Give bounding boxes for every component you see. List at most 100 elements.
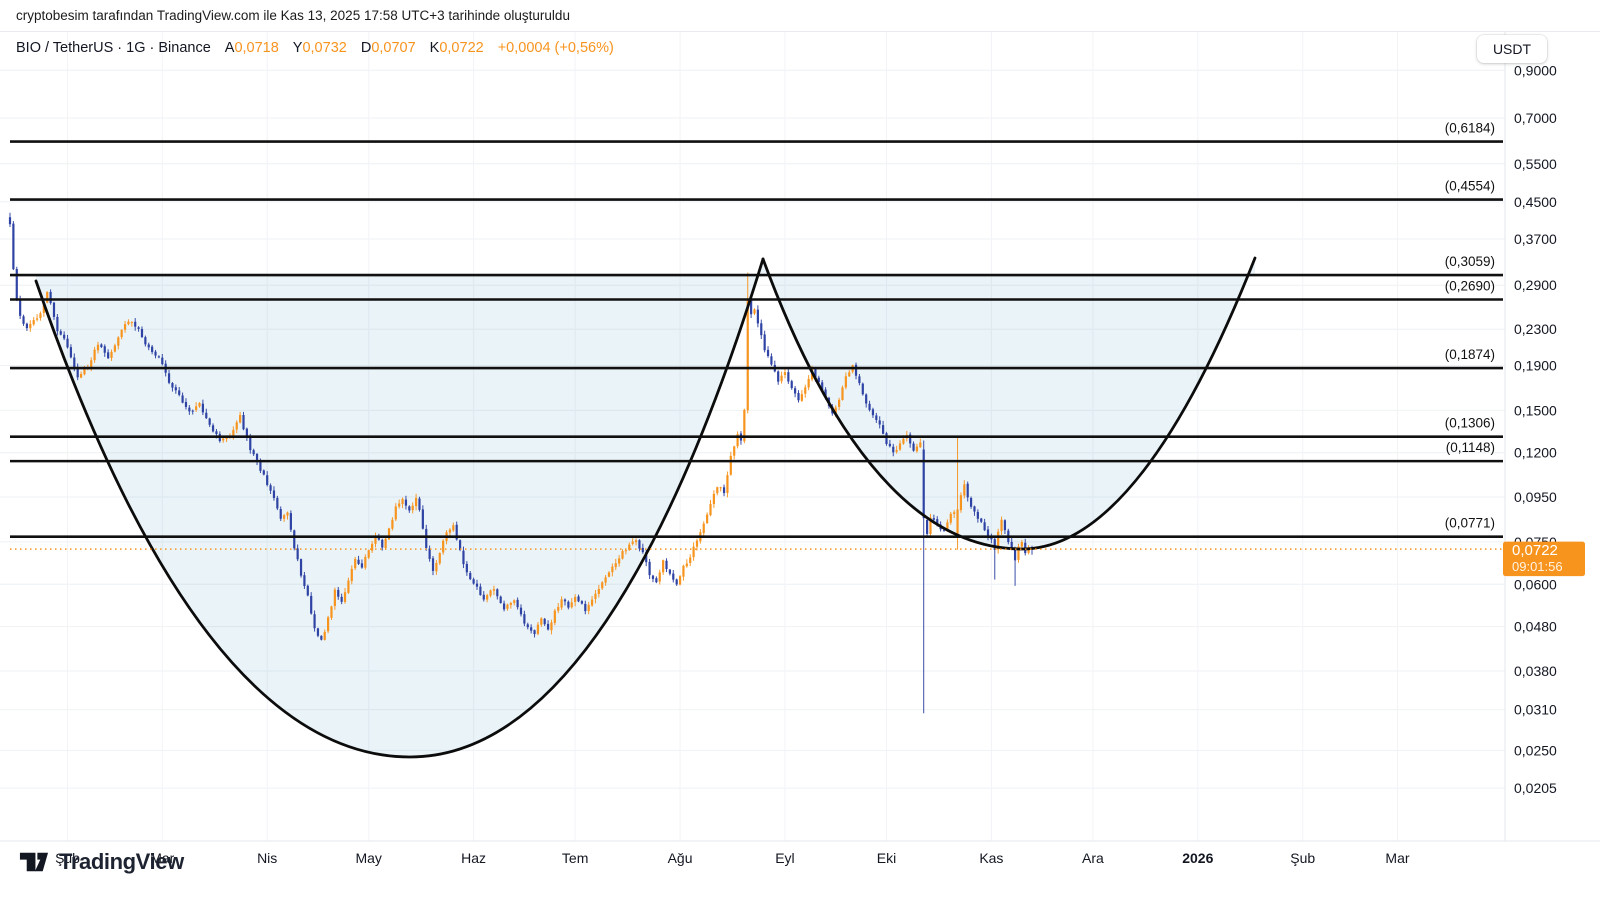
currency-toggle-button[interactable]: USDT [1477,35,1547,63]
candle-body [103,346,106,353]
candle-body [1000,519,1003,532]
candle-body [489,590,492,596]
candle-body [838,399,841,407]
candle-body [888,443,891,447]
price-tick-label: 0,5500 [1514,156,1557,172]
time-tick-label: Şub [55,850,80,866]
candle-body [337,589,340,597]
tradingview-logo[interactable]: TradingView [18,846,184,877]
candle-body [912,443,915,451]
candle-body [452,525,455,531]
candle-body [662,560,665,573]
price-tick-label: 0,4500 [1514,194,1557,210]
candle-body [306,585,309,596]
candle-body [438,553,441,564]
candle-body [790,381,793,389]
candle-body [601,582,604,589]
candle-body [668,569,671,574]
candle-body [560,599,563,608]
candle-body [79,374,83,378]
currency-toggle-label: USDT [1492,41,1532,57]
candle-body [167,373,171,383]
candle-body [634,540,638,543]
candle-body [442,540,445,553]
candle-body [604,577,607,583]
candle-body [340,596,343,602]
candle-body [594,593,597,599]
candle-body [469,573,472,580]
candle-body [249,436,252,451]
candle-body [993,539,996,550]
change-value: +0,0004 (+0,56%) [497,40,614,56]
candle-body [181,395,184,403]
open-value: A0,0718 [224,40,279,56]
candle-body [1010,541,1013,549]
candle-body [252,450,255,455]
candle-body [902,438,905,444]
candle-body [19,298,22,316]
price-tick-label: 0,0380 [1514,663,1557,679]
candle-body [557,606,560,611]
time-tick-label: Mar [1385,850,1409,866]
candle-body [628,544,631,550]
candle-body [46,291,49,303]
price-tick-label: 0,0310 [1514,702,1557,718]
candle-body [8,217,12,225]
candle-body [834,407,837,414]
candle-body [479,586,482,596]
price-tick-label: 0,0480 [1514,619,1557,635]
candle-body [73,357,76,368]
symbol-title[interactable]: BIO / TetherUS · 1G · Binance [16,40,211,56]
candle-body [408,506,411,511]
candle-body [39,313,42,319]
price-tick-label: 0,0600 [1514,576,1557,592]
candle-body [421,509,424,529]
candle-body [817,377,820,383]
cup-arc-2 [761,256,1257,551]
candle-body [892,446,895,453]
tradingview-logo-text: TradingView [59,848,184,874]
candle-body [239,415,242,423]
candle-body [783,372,787,376]
candle-body [394,506,397,520]
candle-body [232,429,235,437]
level-label: (0,3059) [1445,254,1495,269]
candle-body [272,490,276,498]
candle-body [865,394,868,404]
candle-body [211,425,215,432]
candle-body [323,631,326,640]
candle-body [411,505,414,511]
tradingview-logo-icon [19,852,49,872]
price-axis[interactable]: 0,9000 0,7000 0,5500 0,4500 0,3700 0,2900 0,23… [1514,62,1557,796]
candle-body [797,392,800,401]
candle-body [330,606,333,618]
candle-body [919,442,922,448]
candle-body [726,475,729,493]
candle-body [381,539,384,548]
candle-body [645,552,648,563]
fib-level-lines[interactable]: (0,6184) (0,4554) (0,3059) (0,2690) (0,1874)… [10,121,1503,538]
time-axis[interactable]: Şub Mar Nis May Haz Tem Ağu Eyl Eki Kas Ara 2026 Şub… [55,850,1410,866]
candle-body [878,420,881,425]
candle-body [350,568,353,581]
candle-body [563,599,567,602]
candle-body [898,443,902,450]
candle-body [631,541,634,544]
candle-body [868,403,871,410]
candle-body [580,601,584,604]
candle-body [766,349,770,357]
candle-body [567,601,570,608]
time-tick-label: Ara [1082,850,1104,866]
candle-body [208,418,211,425]
cup-arc-annotations[interactable] [34,256,1257,759]
candle-body [956,509,959,536]
candle-body [871,409,875,416]
price-tick-label: 0,0250 [1514,742,1557,758]
candle-body [151,346,154,352]
candle-body [953,512,956,514]
candle-body [137,327,140,329]
candle-body [279,509,282,519]
candle-body [404,499,408,506]
